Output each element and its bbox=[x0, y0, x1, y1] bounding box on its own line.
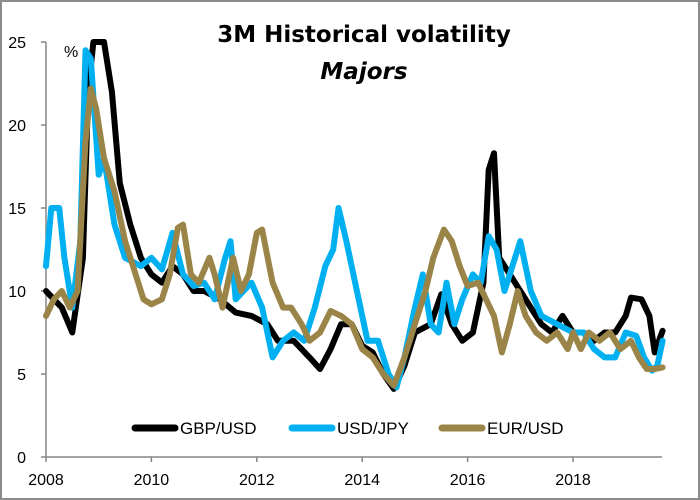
x-tick-label: 2012 bbox=[239, 472, 275, 489]
y-tick-label: 0 bbox=[17, 450, 26, 467]
legend-label: USD/JPY bbox=[337, 419, 409, 438]
series-line-eur-usd bbox=[43, 85, 666, 389]
y-tick-label: 10 bbox=[8, 284, 26, 301]
y-tick-label: 15 bbox=[8, 201, 26, 218]
chart-subtitle: Majors bbox=[320, 59, 407, 85]
y-tick-label: 20 bbox=[8, 118, 26, 135]
legend: GBP/USD USD/JPY EUR/USD bbox=[131, 419, 564, 438]
x-tick-label: 2008 bbox=[28, 472, 64, 489]
legend-label: GBP/USD bbox=[180, 419, 257, 438]
y-unit-label: % bbox=[64, 44, 78, 61]
y-tick-label: 5 bbox=[17, 367, 26, 384]
x-tick-label: 2018 bbox=[555, 472, 591, 489]
legend-label: EUR/USD bbox=[487, 419, 564, 438]
x-tick-label: 2010 bbox=[134, 472, 170, 489]
chart-title: 3M Historical volatility bbox=[217, 22, 511, 48]
x-tick-label: 2014 bbox=[344, 472, 380, 489]
y-tick-label: 25 bbox=[8, 35, 26, 52]
x-tick-label: 2016 bbox=[450, 472, 486, 489]
